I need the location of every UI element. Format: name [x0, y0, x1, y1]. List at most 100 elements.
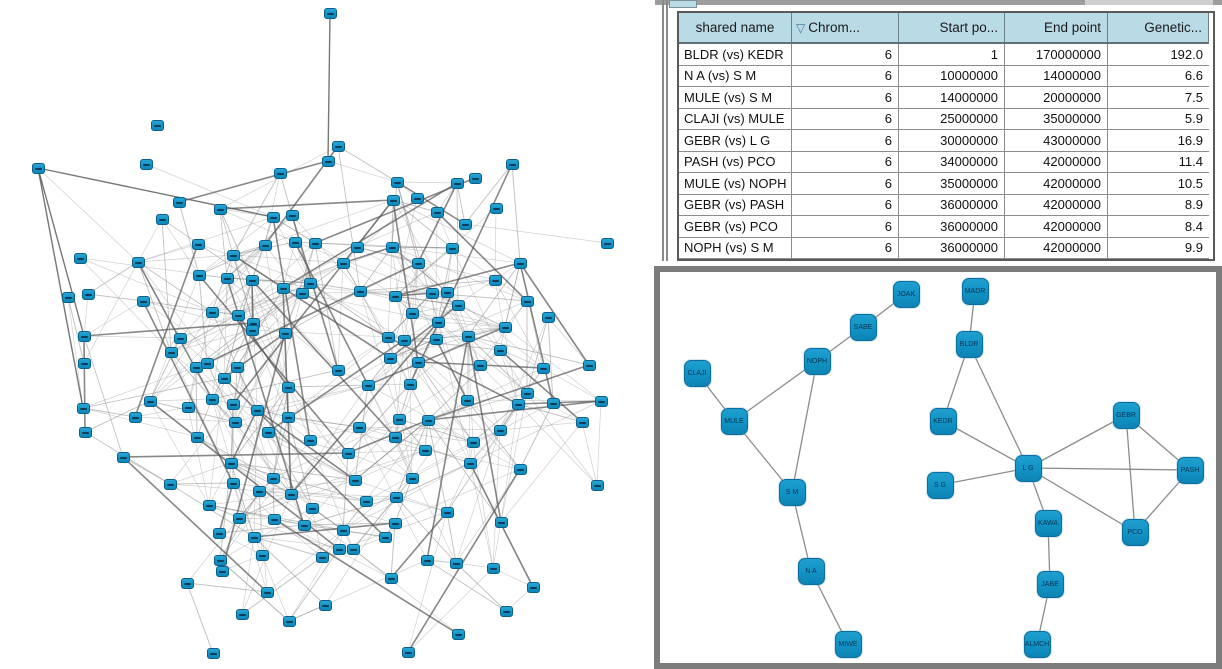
overview-node-45[interactable] — [200, 357, 214, 369]
overview-node-96[interactable] — [520, 387, 534, 399]
overview-node-19[interactable] — [458, 218, 472, 230]
overview-node-123[interactable] — [255, 549, 269, 561]
overview-node-54[interactable] — [205, 393, 219, 405]
overview-node-61[interactable] — [303, 434, 317, 446]
overview-node-14[interactable] — [410, 192, 424, 204]
detail-node-PCO[interactable]: PCO — [1121, 518, 1149, 546]
overview-node-3[interactable] — [172, 196, 186, 208]
detail-node-CLAJI[interactable]: CLAJI — [683, 359, 711, 387]
overview-node-29[interactable] — [226, 249, 240, 261]
overview-node-60[interactable] — [281, 411, 295, 423]
overview-node-136[interactable] — [389, 491, 403, 503]
overview-node-151[interactable] — [526, 581, 540, 593]
overview-node-41[interactable] — [278, 327, 292, 339]
top-scrollbar-thumb[interactable] — [1085, 0, 1213, 5]
overview-node-115[interactable] — [266, 472, 280, 484]
overview-node-97[interactable] — [511, 398, 525, 410]
overview-node-83[interactable] — [461, 330, 475, 342]
overview-node-101[interactable] — [392, 413, 406, 425]
overview-node-13[interactable] — [386, 194, 400, 206]
overview-node-59[interactable] — [281, 381, 295, 393]
overview-node-55[interactable] — [226, 398, 240, 410]
overview-node-36[interactable] — [303, 277, 317, 289]
overview-node-32[interactable] — [245, 274, 259, 286]
filter-funnel-icon[interactable]: ▽ — [796, 20, 806, 35]
table-cell-r4-c3[interactable]: 43000000 — [1005, 130, 1108, 152]
overview-node-33[interactable] — [288, 236, 302, 248]
overview-node-145[interactable] — [332, 543, 346, 555]
overview-node-92[interactable] — [582, 359, 596, 371]
detail-node-LG[interactable]: L G — [1014, 454, 1042, 482]
overview-node-147[interactable] — [420, 554, 434, 566]
table-cell-r9-c4[interactable]: 9.9 — [1108, 237, 1209, 259]
overview-node-65[interactable] — [350, 241, 364, 253]
detail-node-BLDR[interactable]: BLDR — [955, 330, 983, 358]
overview-node-57[interactable] — [228, 416, 242, 428]
overview-node-4[interactable] — [155, 213, 169, 225]
overview-node-141[interactable] — [494, 516, 508, 528]
overview-node-99[interactable] — [594, 395, 608, 407]
overview-node-127[interactable] — [260, 586, 274, 598]
overview-node-35[interactable] — [295, 287, 309, 299]
table-cell-r8-c3[interactable]: 42000000 — [1005, 216, 1108, 238]
overview-node-98[interactable] — [546, 397, 560, 409]
overview-node-68[interactable] — [411, 257, 425, 269]
overview-node-12[interactable] — [390, 176, 404, 188]
overview-node-131[interactable] — [315, 551, 329, 563]
table-cell-r8-c4[interactable]: 8.4 — [1108, 216, 1209, 238]
detail-node-SABE[interactable]: SABE — [849, 313, 877, 341]
overview-node-64[interactable] — [308, 237, 322, 249]
detail-node-SM[interactable]: S M — [778, 478, 806, 506]
overview-node-78[interactable] — [541, 311, 555, 323]
detail-node-GEBR[interactable]: GEBR — [1112, 401, 1140, 429]
overview-node-87[interactable] — [383, 352, 397, 364]
overview-node-137[interactable] — [440, 506, 454, 518]
overview-node-34[interactable] — [276, 282, 290, 294]
overview-node-110[interactable] — [163, 478, 177, 490]
overview-node-86[interactable] — [429, 333, 443, 345]
table-cell-r7-c1[interactable]: 6 — [792, 194, 899, 216]
table-cell-r4-c2[interactable]: 30000000 — [899, 130, 1005, 152]
overview-node-124[interactable] — [213, 554, 227, 566]
overview-node-107[interactable] — [466, 436, 480, 448]
table-cell-r5-c3[interactable]: 42000000 — [1005, 151, 1108, 173]
detail-node-MADR[interactable]: MADR — [961, 277, 989, 305]
detail-node-JABE[interactable]: JABE — [1036, 570, 1064, 598]
overview-node-121[interactable] — [212, 527, 226, 539]
column-header-shared-name[interactable]: shared name — [679, 13, 792, 44]
overview-node-62[interactable] — [190, 431, 204, 443]
table-cell-r6-c3[interactable]: 42000000 — [1005, 173, 1108, 195]
overview-node-11[interactable] — [331, 140, 345, 152]
overview-node-15[interactable] — [450, 177, 464, 189]
table-cell-r3-c2[interactable]: 25000000 — [899, 108, 1005, 130]
table-cell-r3-c1[interactable]: 6 — [792, 108, 899, 130]
overview-node-51[interactable] — [128, 411, 142, 423]
table-cell-r1-c0[interactable]: N A (vs) S M — [679, 65, 792, 87]
table-cell-r3-c3[interactable]: 35000000 — [1005, 108, 1108, 130]
table-cell-r1-c1[interactable]: 6 — [792, 65, 899, 87]
overview-node-49[interactable] — [76, 402, 90, 414]
table-cell-r4-c0[interactable]: GEBR (vs) L G — [679, 130, 792, 152]
overview-node-8[interactable] — [285, 209, 299, 221]
overview-node-23[interactable] — [61, 291, 75, 303]
overview-node-128[interactable] — [235, 608, 249, 620]
overview-node-146[interactable] — [346, 543, 360, 555]
overview-node-126[interactable] — [180, 577, 194, 589]
overview-node-85[interactable] — [397, 334, 411, 346]
overview-node-117[interactable] — [232, 512, 246, 524]
overview-node-70[interactable] — [513, 257, 527, 269]
overview-node-74[interactable] — [425, 287, 439, 299]
table-cell-r1-c2[interactable]: 10000000 — [899, 65, 1005, 87]
overview-node-103[interactable] — [352, 421, 366, 433]
overview-node-89[interactable] — [331, 364, 345, 376]
table-cell-r4-c4[interactable]: 16.9 — [1108, 130, 1209, 152]
overview-node-0[interactable] — [150, 119, 164, 131]
overview-node-1[interactable] — [31, 162, 45, 174]
overview-node-120[interactable] — [297, 519, 311, 531]
detail-node-PASH[interactable]: PASH — [1176, 456, 1204, 484]
overview-node-95[interactable] — [403, 378, 417, 390]
table-cell-r7-c0[interactable]: GEBR (vs) PASH — [679, 194, 792, 216]
table-cell-r3-c0[interactable]: CLAJI (vs) MULE — [679, 108, 792, 130]
overview-node-47[interactable] — [217, 372, 231, 384]
table-cell-r6-c0[interactable]: MULE (vs) NOPH — [679, 173, 792, 195]
